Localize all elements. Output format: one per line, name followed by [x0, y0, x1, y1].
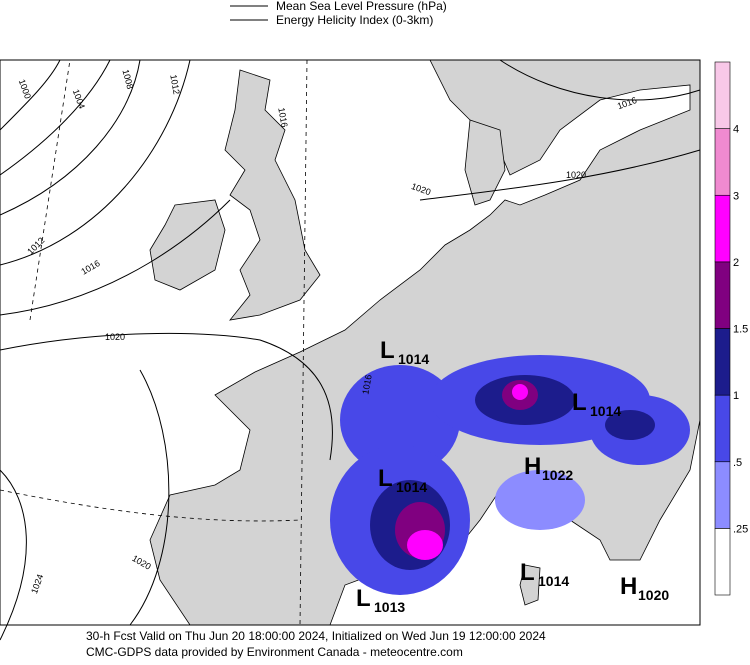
helicity-area [512, 384, 528, 400]
center-value: 1014 [398, 351, 429, 367]
center-letter: L [572, 389, 587, 416]
helicity-area [495, 470, 585, 530]
legend-label: Mean Sea Level Pressure (hPa) [276, 0, 447, 13]
center-letter: L [380, 337, 395, 364]
meridian [299, 59, 308, 626]
isobars [0, 59, 701, 641]
legend-label: Energy Helicity Index (0-3km) [276, 13, 433, 27]
center-value: 1022 [542, 467, 573, 483]
contour-label: 1020 [105, 332, 125, 342]
colorbar-band [714, 528, 731, 596]
great-britain [224, 69, 321, 321]
helicity-fill [330, 355, 690, 595]
center-letter: H [524, 453, 541, 480]
isobar [129, 369, 170, 626]
center-value: 1014 [590, 403, 621, 419]
center-letter: L [378, 465, 393, 492]
parallel [0, 489, 301, 522]
denmark [464, 119, 506, 206]
colorbar-label: 3 [733, 190, 739, 202]
isobar [0, 59, 191, 266]
helicity-area [605, 410, 655, 440]
colorbar-band [714, 394, 731, 463]
map-frame [0, 59, 701, 626]
colorbar-band [714, 461, 731, 529]
helicity-area [407, 530, 443, 560]
isobar [0, 59, 61, 131]
isobar [419, 149, 701, 201]
colorbar-label: .5 [733, 457, 742, 469]
contour-label: 1016 [276, 107, 289, 128]
colorbar-label: 1.5 [733, 324, 748, 336]
center-value: 1020 [638, 587, 669, 603]
isobar [0, 199, 231, 316]
colorbar-label: 4 [733, 124, 739, 136]
colorbar-label: 2 [733, 257, 739, 269]
center-value: 1014 [396, 479, 427, 495]
isobar [0, 469, 27, 641]
colorbar-label: 1 [733, 390, 739, 402]
footer-text: CMC-GDPS data provided by Environment Ca… [86, 645, 463, 659]
contour-label: 1012 [168, 74, 181, 95]
center-letter: L [356, 585, 371, 612]
contour-label: 1020 [566, 170, 586, 180]
isobar [499, 59, 701, 101]
colorbar-band [714, 328, 731, 396]
colorbar-label: .25 [733, 523, 748, 535]
colorbar-band [714, 128, 731, 196]
colorbar-band [714, 61, 731, 129]
contour-label: 1016 [360, 374, 373, 395]
center-value: 1014 [538, 573, 569, 589]
meridian [29, 59, 71, 321]
center-value: 1013 [374, 599, 405, 615]
center-letter: H [620, 573, 637, 600]
helicity-area [340, 365, 460, 475]
isobar [0, 59, 111, 176]
colorbar-band [714, 261, 731, 329]
center-letter: L [520, 559, 535, 586]
corsica-sardinia [519, 564, 541, 606]
isobar [0, 59, 141, 216]
isobar [0, 332, 333, 461]
colorbar-band [714, 194, 731, 263]
graticule [0, 59, 308, 626]
footer-text: 30-h Fcst Valid on Thu Jun 20 18:00:00 2… [86, 629, 546, 643]
